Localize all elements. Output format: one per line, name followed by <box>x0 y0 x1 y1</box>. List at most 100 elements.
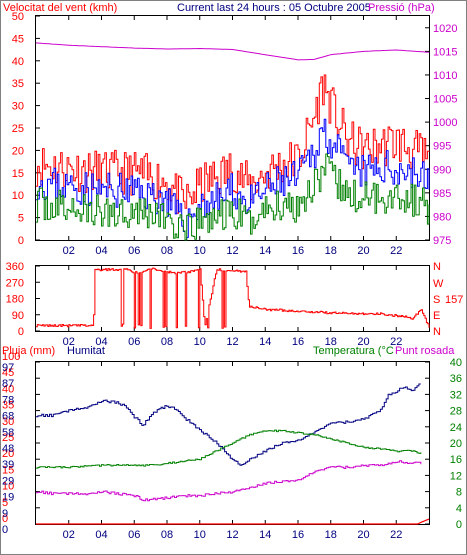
rain-y-tick-label: 100 <box>2 351 20 363</box>
wind-y-tick-label: 10 <box>12 190 24 202</box>
rain-y-tick-label: 5 <box>2 497 8 509</box>
temperature-y-tick-label: 16 <box>450 454 462 466</box>
temperature-y-tick-label: 8 <box>456 487 462 499</box>
dir-current-value: 157 <box>445 294 463 306</box>
pressure-y-tick-label: 990 <box>433 164 451 176</box>
wind-y-tick-label: 40 <box>12 56 24 68</box>
direction-y-tick-label: 0 <box>18 326 24 338</box>
temperature-y-tick-label: 32 <box>450 389 462 401</box>
wind-y-tick-label: 5 <box>18 213 24 225</box>
wind-x-tick-label: 06 <box>128 245 140 257</box>
direction-y-tick-label: 270 <box>6 277 24 289</box>
humidity-y-tick-label: 19 <box>2 492 14 504</box>
pressure-series <box>35 42 430 61</box>
chart-title: Current last 24 hours : 05 Octubre 2005 <box>177 2 371 14</box>
wind-x-tick-label: 08 <box>161 245 173 257</box>
rain-y-tick-label: 10 <box>2 481 14 493</box>
humidity-y-tick-label: 29 <box>2 475 14 487</box>
climate-x-tick-label: 22 <box>390 529 402 541</box>
wind-y-tick-label: 30 <box>12 101 24 113</box>
climate-x-tick-label: 06 <box>128 529 140 541</box>
direction-x-tick-label: 18 <box>325 336 337 348</box>
temperature-axis-label: Temperatura (°C <box>313 345 394 357</box>
wind-x-tick-label: 12 <box>226 245 238 257</box>
pressure-axis-label: Pressió (hPa) <box>368 2 435 14</box>
climate-series-dewpoint <box>36 460 422 502</box>
wind-y-tick-label: 25 <box>12 123 24 135</box>
humidity-y-tick-label: 97 <box>2 362 14 374</box>
direction-x-tick-label: 16 <box>292 336 304 348</box>
pressure-y-tick-label: 1005 <box>433 94 457 106</box>
direction-x-tick-label: 14 <box>259 336 271 348</box>
dewpoint-axis-label: Punt rosada <box>395 345 455 357</box>
temperature-y-tick-label: 12 <box>450 470 462 482</box>
direction-x-tick-label: 02 <box>63 336 75 348</box>
dir-right-tick-n-top: N <box>433 261 441 273</box>
direction-x-tick-label: 08 <box>161 336 173 348</box>
wind-y-tick-label: 15 <box>12 168 24 180</box>
humidity-y-tick-label: 87 <box>2 378 14 390</box>
pressure-y-tick-label: 1010 <box>433 70 457 82</box>
wind-x-tick-label: 18 <box>325 245 337 257</box>
rain-y-tick-label: 25 <box>2 432 14 444</box>
wind-axis-label: Velocitat del vent (kmh) <box>3 2 117 14</box>
pressure-y-tick-label: 1020 <box>433 23 457 35</box>
wind-x-tick-label: 10 <box>194 245 206 257</box>
rain-y-tick-label: 15 <box>2 464 14 476</box>
humidity-y-tick-label: 39 <box>2 459 14 471</box>
climate-series-rain <box>36 518 430 525</box>
direction-series <box>36 267 430 329</box>
climate-x-tick-label: 14 <box>259 529 271 541</box>
direction-x-tick-label: 06 <box>128 336 140 348</box>
temperature-y-tick-label: 20 <box>450 438 462 450</box>
humidity-axis-label: Humitat <box>67 345 105 357</box>
temperature-y-tick-label: 24 <box>450 422 462 434</box>
climate-series-temperature <box>36 429 422 469</box>
direction-x-tick-label: 04 <box>95 336 107 348</box>
temperature-y-tick-label: 4 <box>456 503 462 515</box>
direction-x-tick-label: 12 <box>226 336 238 348</box>
wind-y-tick-label: 35 <box>12 78 24 90</box>
climate-x-tick-label: 18 <box>325 529 337 541</box>
wind-x-tick-label: 20 <box>357 245 369 257</box>
temperature-y-tick-label: 0 <box>456 519 462 531</box>
pressure-y-tick-label: 1015 <box>433 46 457 58</box>
pressure-y-tick-label: 980 <box>433 211 451 223</box>
temperature-y-tick-label: 40 <box>450 357 462 369</box>
temperature-y-tick-label: 28 <box>450 406 462 418</box>
wind-y-tick-label: 0 <box>18 235 24 247</box>
wind-x-tick-label: 04 <box>95 245 107 257</box>
rain-y-tick-label: 40 <box>2 383 14 395</box>
direction-panel: 0 90 180 270 360 02 04 06 08 10 12 14 16 18 20 22 <box>6 261 430 348</box>
temperature-y-tick-label: 36 <box>450 373 462 385</box>
rain-axis-label: Pluja (mm) <box>2 345 55 357</box>
climate-series-humidity <box>36 383 421 466</box>
rain-y-tick-label: 20 <box>2 448 14 460</box>
wind-x-tick-label: 16 <box>292 245 304 257</box>
rain-y-tick-label: 45 <box>2 367 14 379</box>
rain-y-tick-label: 30 <box>2 416 14 428</box>
climate-x-tick-label: 08 <box>161 529 173 541</box>
dir-right-tick-n-bottom: N <box>433 326 441 338</box>
wind-series-gust <box>36 74 430 214</box>
humidity-y-tick-label: 68 <box>2 411 14 423</box>
pressure-y-tick-label: 1000 <box>433 117 457 129</box>
wind-y-tick-label: 45 <box>12 33 24 45</box>
climate-x-tick-label: 02 <box>63 529 75 541</box>
pressure-y-tick-label: 975 <box>433 235 451 247</box>
humidity-y-tick-label: 48 <box>2 443 14 455</box>
wind-series-low <box>36 153 430 241</box>
rain-y-tick-label: 0 <box>2 513 8 525</box>
pressure-y-tick-label: 995 <box>433 141 451 153</box>
rain-y-tick-label: 35 <box>2 400 14 412</box>
dir-right-tick-w: W <box>433 278 444 290</box>
pressure-y-tick-label: 985 <box>433 188 451 200</box>
wind-x-tick-label: 22 <box>390 245 402 257</box>
dir-right-tick-s: S <box>433 294 440 306</box>
direction-y-tick-label: 360 <box>6 261 24 273</box>
climate-x-tick-label: 16 <box>292 529 304 541</box>
climate-x-tick-label: 04 <box>95 529 107 541</box>
